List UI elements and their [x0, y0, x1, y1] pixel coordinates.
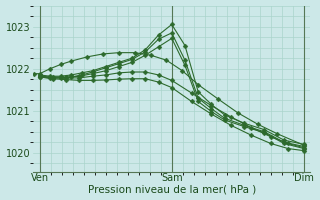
- X-axis label: Pression niveau de la mer( hPa ): Pression niveau de la mer( hPa ): [88, 184, 256, 194]
